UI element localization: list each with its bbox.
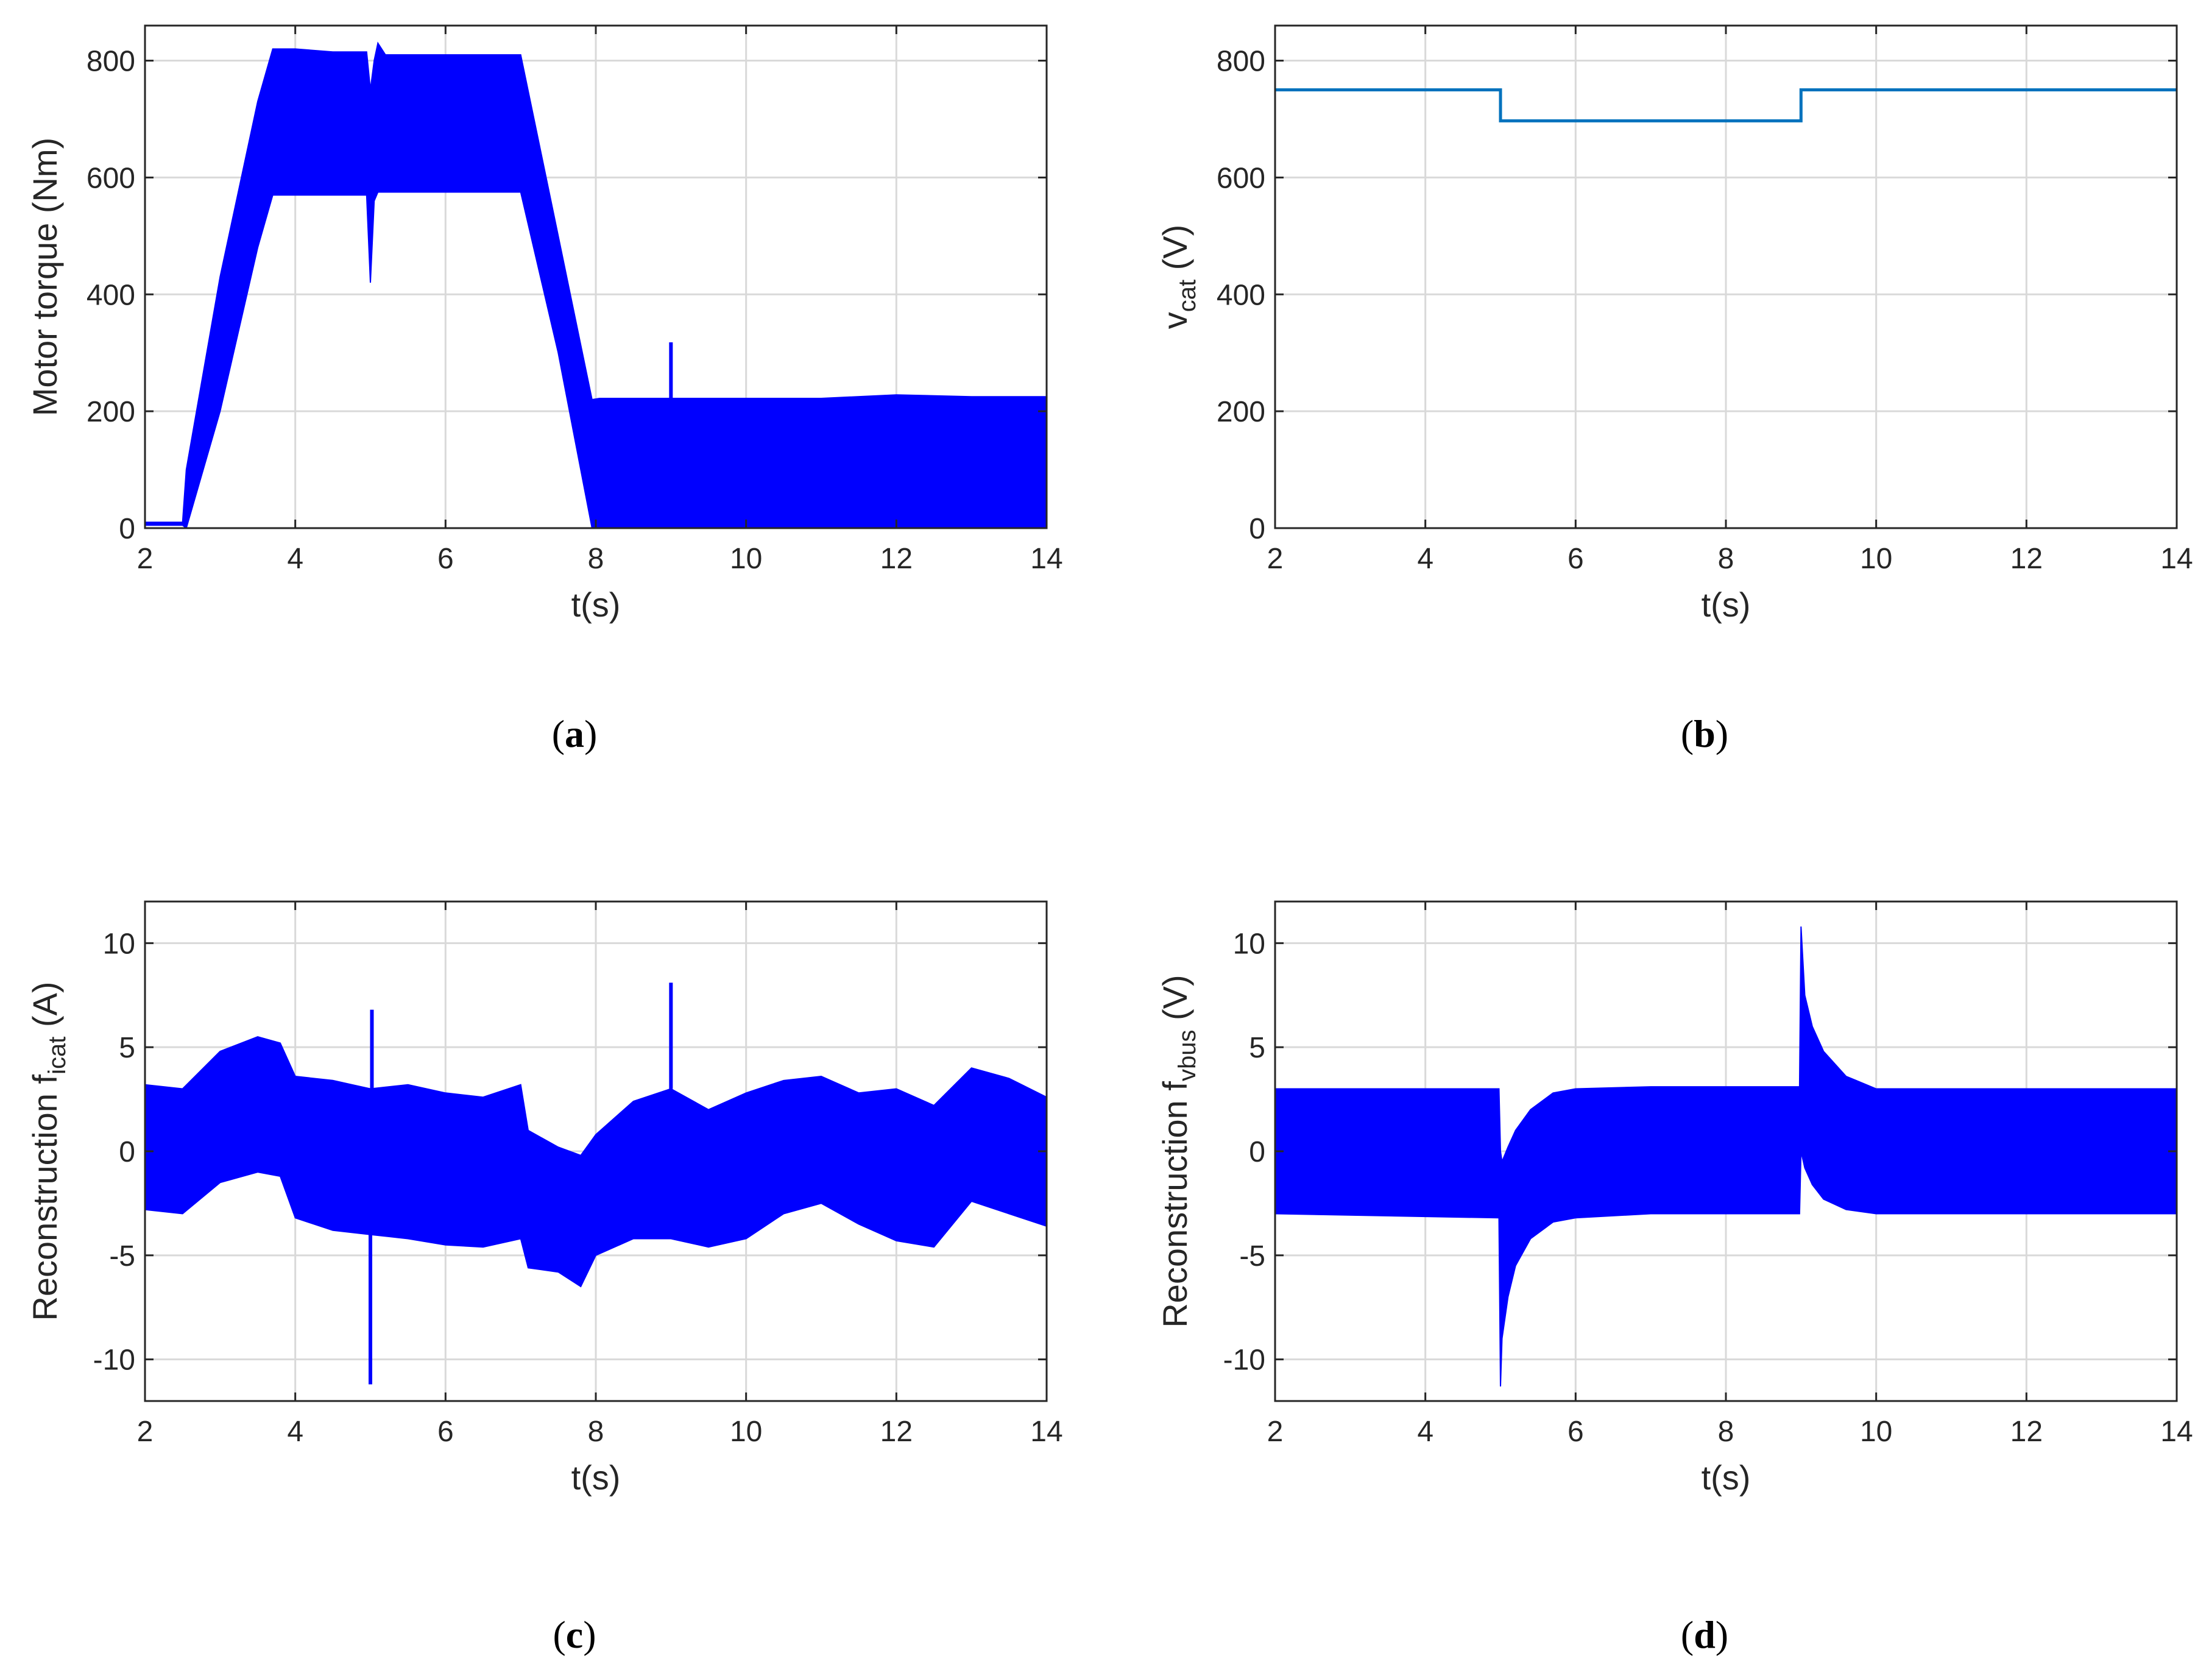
x-tick-label: 14 bbox=[1030, 543, 1062, 575]
x-tick-label: 4 bbox=[287, 1416, 303, 1448]
series-band-1 bbox=[145, 1036, 1047, 1288]
y-tick-label: 0 bbox=[119, 1136, 135, 1168]
y-tick-label: 800 bbox=[1217, 46, 1265, 78]
y-axis-label-main: v bbox=[1156, 312, 1194, 329]
x-tick-label: 8 bbox=[588, 543, 604, 575]
y-tick-label: 400 bbox=[1217, 279, 1265, 311]
caption-close: ) bbox=[1716, 712, 1728, 755]
x-tick-label: 8 bbox=[588, 1416, 604, 1448]
y-tick-label: 600 bbox=[87, 162, 135, 194]
x-tick-label: 6 bbox=[1568, 543, 1584, 575]
x-axis-label: t(s) bbox=[1702, 1458, 1751, 1497]
y-tick-label: -10 bbox=[1223, 1344, 1265, 1377]
x-tick-label: 12 bbox=[880, 1416, 913, 1448]
caption-open: ( bbox=[1681, 1613, 1694, 1656]
y-axis-label-main: Reconstruction f bbox=[1156, 1081, 1194, 1328]
x-tick-label: 14 bbox=[2160, 1416, 2193, 1448]
x-tick-label: 4 bbox=[287, 543, 303, 575]
x-tick-label: 10 bbox=[1860, 1416, 1892, 1448]
panel-caption: (a) bbox=[552, 712, 598, 755]
y-tick-label: 400 bbox=[87, 279, 135, 311]
x-tick-label: 14 bbox=[2160, 543, 2193, 575]
x-tick-label: 10 bbox=[730, 1416, 762, 1448]
panel-caption: (d) bbox=[1681, 1613, 1728, 1656]
x-tick-label: 12 bbox=[2010, 543, 2043, 575]
caption-letter: c bbox=[566, 1613, 583, 1656]
y-tick-label: 0 bbox=[119, 513, 135, 545]
caption-letter: b bbox=[1694, 712, 1716, 755]
x-tick-label: 10 bbox=[1860, 543, 1892, 575]
y-tick-label: 0 bbox=[1249, 1136, 1265, 1168]
panel-caption: (c) bbox=[553, 1613, 596, 1656]
panel-caption: (b) bbox=[1681, 712, 1728, 755]
y-axis-label-subscript: vbus bbox=[1174, 1030, 1201, 1082]
chart-panel-b: 2 4 6 8 10 12 14 0 200 400 600 800 t(s) vcat (V) (b) bbox=[1156, 24, 2193, 755]
x-tick-label: 2 bbox=[137, 1416, 154, 1448]
x-tick-label: 2 bbox=[1267, 543, 1284, 575]
x-tick-label: 8 bbox=[1718, 543, 1734, 575]
data-layer bbox=[1275, 88, 2177, 122]
y-tick-label: 10 bbox=[1233, 928, 1265, 960]
caption-close: ) bbox=[583, 1613, 596, 1656]
y-axis-label-unit: (A) bbox=[26, 981, 64, 1036]
y-tick-label: -10 bbox=[93, 1344, 135, 1377]
x-tick-label: 4 bbox=[1417, 543, 1433, 575]
caption-close: ) bbox=[1716, 1613, 1728, 1656]
y-tick-label: 200 bbox=[1217, 396, 1265, 428]
x-tick-label: 10 bbox=[730, 543, 762, 575]
chart-panel-a: 2 4 6 8 10 12 14 0 200 400 600 800 t(s) Motor torque … bbox=[26, 24, 1063, 755]
x-tick-label: 8 bbox=[1718, 1416, 1734, 1448]
y-axis-label-main: Reconstruction f bbox=[26, 1074, 64, 1321]
caption-letter: a bbox=[565, 712, 584, 755]
y-axis-label-main: Motor torque (Nm) bbox=[26, 138, 64, 416]
x-tick-label: 6 bbox=[437, 543, 454, 575]
series-line-1 bbox=[1275, 88, 2177, 122]
x-tick-label: 12 bbox=[2010, 1416, 2043, 1448]
y-axis-label: vcat (V) bbox=[1156, 225, 1201, 330]
caption-open: ( bbox=[552, 712, 565, 755]
y-tick-label: -5 bbox=[109, 1240, 135, 1272]
x-tick-label: 2 bbox=[1267, 1416, 1284, 1448]
caption-open: ( bbox=[1681, 712, 1694, 755]
caption-letter: d bbox=[1694, 1613, 1716, 1656]
y-tick-label: 5 bbox=[1249, 1032, 1265, 1064]
data-layer bbox=[145, 41, 1047, 528]
data-layer bbox=[145, 983, 1047, 1385]
x-tick-label: 4 bbox=[1417, 1416, 1433, 1448]
y-tick-label: 200 bbox=[87, 396, 135, 428]
y-tick-label: 800 bbox=[87, 46, 135, 78]
y-tick-label: 600 bbox=[1217, 162, 1265, 194]
x-tick-label: 12 bbox=[880, 543, 913, 575]
series-band-1 bbox=[145, 41, 1047, 528]
x-axis-label: t(s) bbox=[571, 585, 621, 624]
y-tick-label: -5 bbox=[1239, 1240, 1265, 1272]
y-axis-label-subscript: icat bbox=[44, 1037, 71, 1075]
x-tick-label: 6 bbox=[437, 1416, 454, 1448]
y-tick-label: 5 bbox=[119, 1032, 135, 1064]
data-layer bbox=[1275, 926, 2177, 1387]
y-tick-label: 10 bbox=[103, 928, 135, 960]
caption-close: ) bbox=[584, 712, 597, 755]
x-axis-label: t(s) bbox=[571, 1458, 621, 1497]
y-axis-label: Reconstruction fvbus (V) bbox=[1156, 975, 1201, 1327]
caption-open: ( bbox=[553, 1613, 565, 1656]
x-tick-label: 6 bbox=[1568, 1416, 1584, 1448]
series-band-1 bbox=[1275, 926, 2177, 1387]
y-tick-label: 0 bbox=[1249, 513, 1265, 545]
x-axis-label: t(s) bbox=[1702, 585, 1751, 624]
x-tick-label: 2 bbox=[137, 543, 154, 575]
y-axis-label-subscript: cat bbox=[1174, 280, 1201, 312]
y-axis-label-unit: (V) bbox=[1156, 225, 1194, 280]
x-tick-label: 14 bbox=[1030, 1416, 1062, 1448]
chart-panel-c: 2 4 6 8 10 12 14 -10 -5 0 5 10 t(s) Reconstruction fi… bbox=[26, 900, 1063, 1656]
y-axis-label: Reconstruction ficat (A) bbox=[26, 981, 71, 1321]
y-axis-label-unit: (V) bbox=[1156, 975, 1194, 1029]
chart-panel-d: 2 4 6 8 10 12 14 -10 -5 0 5 10 t(s) Reconstruction fv… bbox=[1156, 900, 2193, 1656]
y-axis-label: Motor torque (Nm) bbox=[26, 138, 64, 416]
